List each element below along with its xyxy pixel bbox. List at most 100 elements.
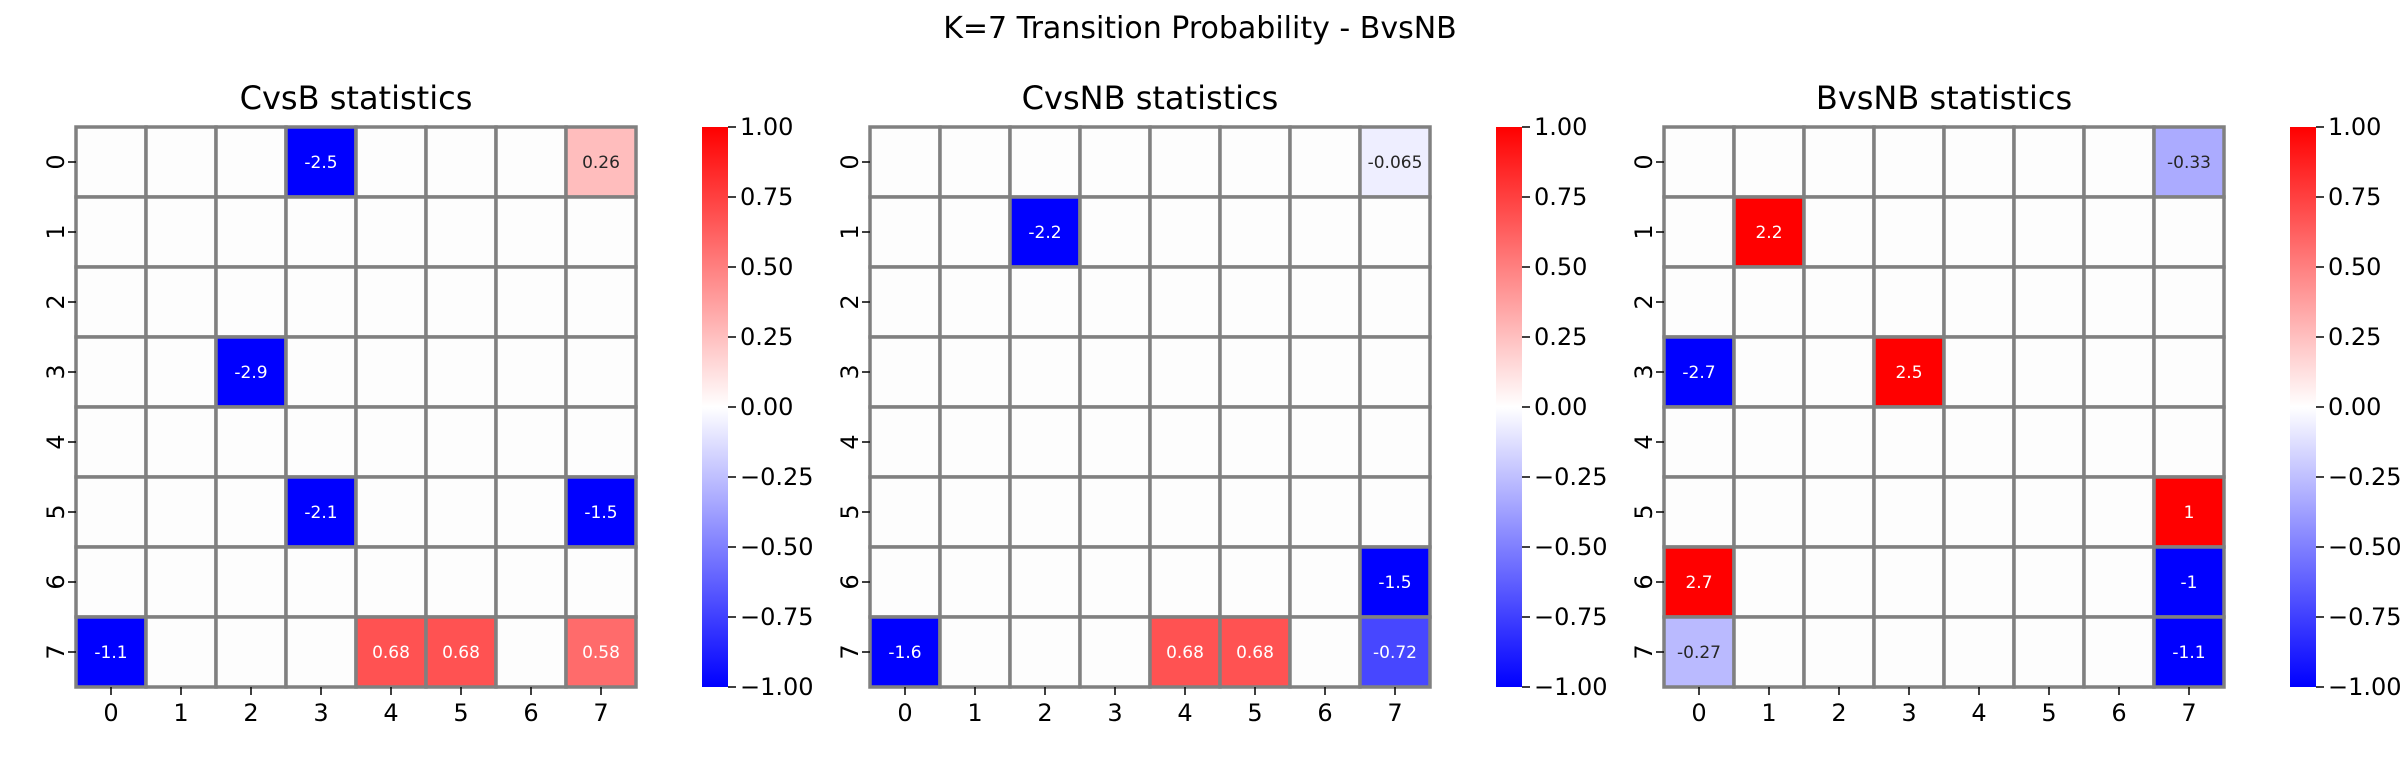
heatmap-cell-empty [868, 545, 942, 619]
x-tick-label: 5 [2041, 699, 2056, 727]
heatmap-cell-empty [214, 615, 288, 689]
heatmap-cell-empty [1218, 125, 1292, 199]
heatmap-cell-empty [1732, 265, 1806, 339]
heatmap-cell-empty [354, 125, 428, 199]
y-tick-label: 4 [836, 434, 864, 449]
colorbar-tick-label: 0.75 [1534, 183, 1587, 211]
heatmap-cell-empty [1872, 125, 1946, 199]
heatmap-cell-empty [1148, 195, 1222, 269]
heatmap-cell-empty [1148, 545, 1222, 619]
heatmap-cell-empty [2012, 475, 2086, 549]
y-tick-label: 0 [1630, 154, 1658, 169]
heatmap-cell-empty [1218, 335, 1292, 409]
heatmap-panel-2: BvsNB statistics -0.33 2.2 -2.7 2.5 1 2.7 -1 -0.… [1630, 79, 2400, 727]
heatmap-cell-empty [494, 265, 568, 339]
heatmap-cell-empty [1942, 125, 2016, 199]
colorbar-tick-label: 0.50 [1534, 253, 1587, 281]
heatmap-cell-empty [2082, 335, 2156, 409]
heatmap-cell-empty [1078, 335, 1152, 409]
heatmap-cell-empty [2152, 405, 2226, 479]
heatmap-cell-empty [144, 475, 218, 549]
panel-title: CvsNB statistics [1022, 79, 1279, 117]
heatmap-cell-empty [1732, 335, 1806, 409]
cell-annotation: -0.33 [2167, 153, 2211, 173]
colorbar-tick-label: 0.75 [2328, 183, 2381, 211]
heatmap-cell-empty [1288, 615, 1362, 689]
colorbar-tick-label: −0.75 [2328, 603, 2400, 631]
colorbar-tick-label: 0.25 [2328, 323, 2381, 351]
heatmap-cell-empty [1358, 335, 1432, 409]
heatmap-cell-empty [1288, 125, 1362, 199]
heatmap-cell-empty [144, 615, 218, 689]
heatmap-cell-empty [1802, 545, 1876, 619]
colorbar [1496, 127, 1522, 687]
cell-annotation: -1.5 [584, 503, 617, 523]
y-tick-label: 1 [42, 224, 70, 239]
heatmap-cell-empty [564, 265, 638, 339]
colorbar [2290, 127, 2316, 687]
colorbar-tick-label: −0.25 [1534, 463, 1608, 491]
heatmap-cell-empty [144, 405, 218, 479]
heatmap-cell-empty [354, 265, 428, 339]
y-tick-label: 3 [1630, 364, 1658, 379]
heatmap-cell-empty [1078, 195, 1152, 269]
heatmap-cell-empty [1008, 615, 1082, 689]
heatmap-cell-empty [1078, 475, 1152, 549]
x-tick-label: 7 [593, 699, 608, 727]
heatmap-cell-empty [354, 475, 428, 549]
heatmap-cell-empty [1288, 475, 1362, 549]
heatmap-cell-empty [1732, 475, 1806, 549]
y-tick-label: 2 [42, 294, 70, 309]
heatmap-cell-empty [564, 335, 638, 409]
heatmap-cell-empty [868, 335, 942, 409]
heatmap-cell-empty [1942, 265, 2016, 339]
y-tick-label: 7 [42, 644, 70, 659]
heatmap-cell-empty [144, 195, 218, 269]
heatmap-cell-empty [1148, 475, 1222, 549]
heatmap-cell-empty [284, 265, 358, 339]
heatmap-cell-empty [354, 195, 428, 269]
heatmap-cell-empty [424, 335, 498, 409]
cell-annotation: -1.5 [1378, 573, 1411, 593]
x-tick-label: 3 [1107, 699, 1122, 727]
heatmap-cell-empty [1358, 475, 1432, 549]
heatmap-cell-empty [1872, 475, 1946, 549]
heatmap-cell-empty [144, 545, 218, 619]
heatmap-cell-empty [494, 335, 568, 409]
heatmap-cell-empty [1008, 125, 1082, 199]
x-tick-label: 6 [2111, 699, 2126, 727]
heatmap-cell-empty [2012, 335, 2086, 409]
heatmap-cell-empty [494, 195, 568, 269]
y-tick-label: 6 [836, 574, 864, 589]
cell-annotation: -2.2 [1028, 223, 1061, 243]
heatmap-cell-value [1732, 195, 1806, 269]
heatmap-cell-empty [424, 545, 498, 619]
heatmap-cell-empty [284, 405, 358, 479]
heatmap-cell-empty [494, 125, 568, 199]
y-tick-label: 3 [42, 364, 70, 379]
heatmap-cell-empty [564, 405, 638, 479]
y-tick-label: 0 [42, 154, 70, 169]
heatmap-cell-empty [1802, 405, 1876, 479]
cell-annotation: 2.2 [1755, 223, 1782, 243]
colorbar-tick-label: −0.25 [740, 463, 814, 491]
heatmap-cell-empty [2012, 615, 2086, 689]
colorbar-tick-label: −1.00 [740, 673, 814, 701]
heatmap-cell-empty [144, 125, 218, 199]
heatmap-cell-empty [1942, 335, 2016, 409]
heatmap-cell-empty [214, 125, 288, 199]
heatmap-cell-empty [214, 475, 288, 549]
heatmap-cell-empty [1802, 125, 1876, 199]
cell-annotation: 0.26 [582, 153, 620, 173]
y-tick-label: 4 [1630, 434, 1658, 449]
y-tick-label: 7 [1630, 644, 1658, 659]
heatmap-cell-empty [1872, 545, 1946, 619]
x-tick-label: 0 [1691, 699, 1706, 727]
heatmap-cell-empty [1078, 405, 1152, 479]
heatmap-cell-empty [2082, 475, 2156, 549]
heatmap-cell-empty [1662, 195, 1736, 269]
colorbar-tick-label: 0.50 [2328, 253, 2381, 281]
cell-annotation: 0.68 [1236, 643, 1274, 663]
heatmap-cell-empty [1008, 475, 1082, 549]
heatmap-cell-empty [1218, 405, 1292, 479]
